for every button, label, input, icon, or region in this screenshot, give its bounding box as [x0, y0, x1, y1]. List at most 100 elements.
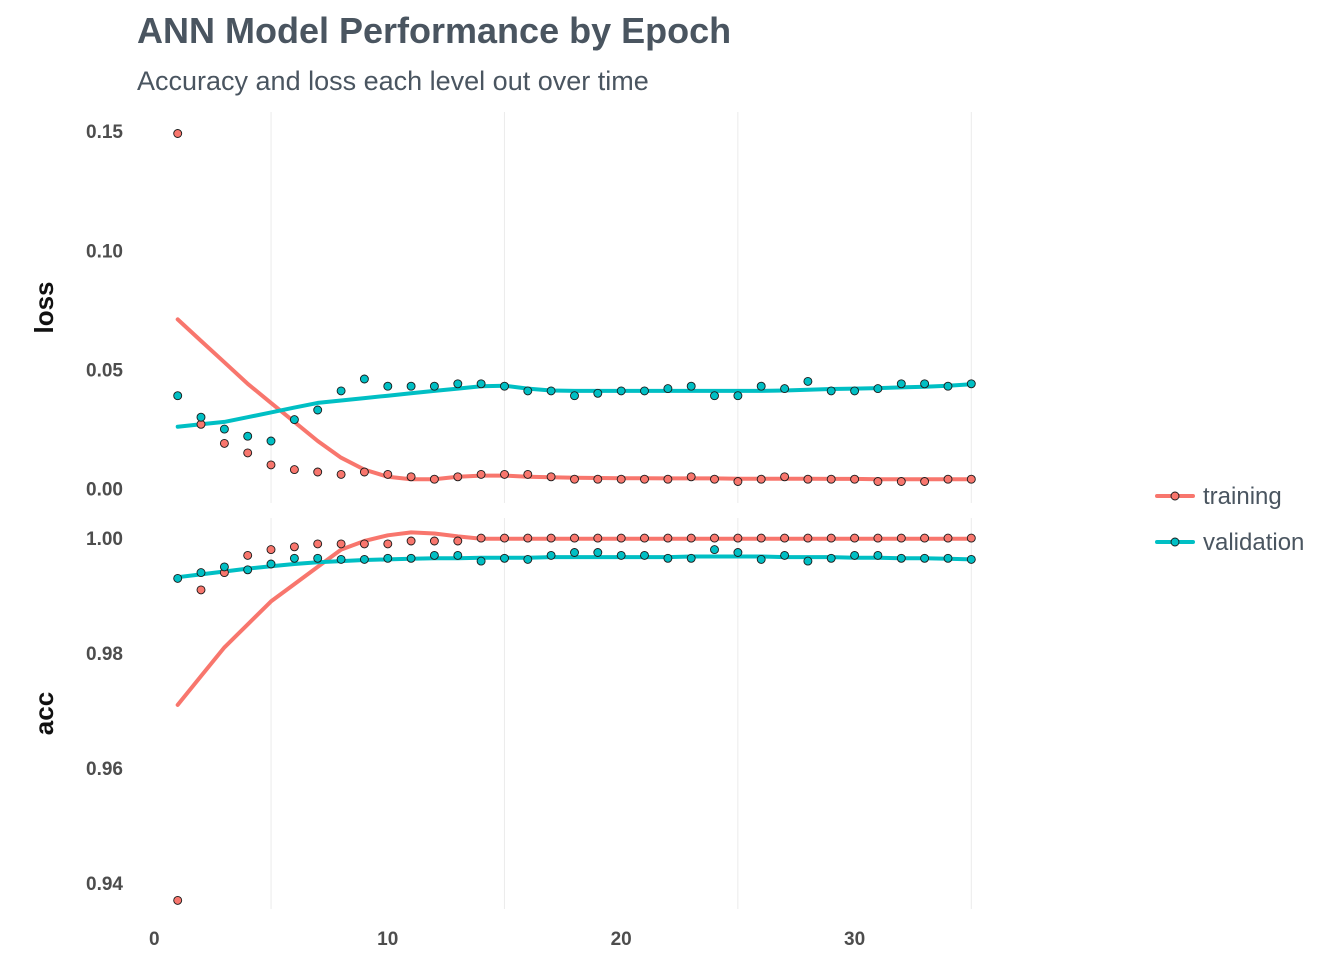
point-loss-validation: [383, 381, 393, 391]
point-loss-validation: [920, 379, 930, 389]
point-acc-validation: [873, 550, 883, 560]
point-acc-validation: [243, 565, 253, 575]
point-loss-validation: [313, 405, 323, 415]
point-loss-validation: [826, 386, 836, 396]
facet-label-loss: loss: [29, 281, 59, 333]
point-acc-validation: [546, 550, 556, 560]
point-loss-validation: [593, 388, 603, 398]
point-loss-training: [803, 474, 813, 484]
y-tick-label: 0.05: [86, 360, 123, 381]
point-loss-validation: [523, 386, 533, 396]
point-acc-training: [616, 533, 626, 543]
point-acc-validation: [943, 553, 953, 563]
point-acc-training: [920, 533, 930, 543]
point-acc-validation: [429, 550, 439, 560]
point-loss-validation: [173, 391, 183, 401]
point-loss-validation: [733, 391, 743, 401]
point-loss-training: [850, 474, 860, 484]
point-loss-training: [733, 477, 743, 486]
point-loss-training: [429, 474, 439, 484]
point-acc-validation: [266, 559, 276, 569]
point-acc-training: [896, 533, 906, 543]
point-acc-training: [173, 895, 183, 905]
point-loss-validation: [896, 379, 906, 389]
legend-key-point-training: [1170, 491, 1180, 501]
point-acc-validation: [406, 553, 416, 563]
point-acc-validation: [616, 550, 626, 560]
point-loss-validation: [850, 386, 860, 396]
point-loss-training: [920, 477, 930, 486]
point-loss-validation: [476, 379, 486, 389]
legend: training validation: [1155, 483, 1304, 556]
point-acc-training: [826, 533, 836, 543]
point-loss-training: [710, 474, 719, 484]
point-acc-validation: [570, 548, 579, 557]
point-loss-training: [873, 477, 883, 486]
x-axis-ticks: 0 10 20 30: [149, 929, 865, 950]
point-loss-validation: [219, 424, 229, 434]
point-acc-validation: [780, 550, 790, 560]
point-acc-validation: [336, 554, 346, 564]
point-acc-training: [733, 533, 743, 543]
point-acc-training: [663, 533, 673, 543]
point-acc-validation: [196, 568, 206, 578]
data-points: [173, 129, 976, 905]
x-tick-label: 10: [377, 929, 398, 950]
point-loss-training: [546, 472, 556, 482]
point-loss-validation: [359, 374, 369, 384]
point-acc-training: [803, 533, 813, 543]
point-acc-training: [966, 533, 976, 543]
legend-key-point-validation: [1170, 537, 1180, 547]
point-acc-training: [943, 533, 953, 543]
point-loss-validation: [686, 381, 696, 391]
point-loss-training: [966, 474, 976, 484]
point-acc-validation: [359, 554, 369, 564]
y-tick-label: 0.15: [86, 122, 123, 143]
point-loss-training: [476, 469, 486, 479]
y-axis-ticks: 0.00 0.05 0.10 0.15 0.94 0.96 0.98 1.00: [86, 122, 123, 895]
point-acc-validation: [289, 553, 299, 563]
point-acc-training: [429, 536, 439, 546]
point-acc-training: [383, 539, 393, 549]
point-loss-validation: [756, 381, 766, 391]
point-acc-validation: [640, 550, 649, 560]
point-acc-training: [780, 533, 790, 543]
point-acc-training: [359, 539, 369, 549]
facet-labels: loss acc: [29, 281, 59, 735]
point-loss-training: [756, 474, 766, 484]
point-loss-validation: [546, 386, 556, 396]
smooth-line-loss-validation: [175, 382, 974, 429]
point-loss-validation: [616, 386, 626, 396]
point-loss-training: [313, 467, 323, 477]
point-loss-validation: [663, 384, 673, 394]
point-loss-training: [173, 129, 183, 138]
point-loss-training: [266, 460, 276, 470]
point-loss-validation: [710, 391, 719, 401]
point-acc-training: [500, 533, 509, 543]
x-tick-label: 20: [611, 929, 632, 950]
point-loss-training: [336, 469, 346, 479]
point-acc-validation: [850, 550, 860, 560]
point-loss-validation: [429, 381, 439, 391]
point-loss-validation: [803, 376, 813, 386]
point-loss-validation: [453, 379, 463, 389]
point-loss-training: [453, 472, 463, 482]
point-acc-validation: [500, 553, 509, 563]
point-acc-validation: [896, 553, 906, 563]
y-tick-label: 0.00: [86, 480, 123, 501]
point-loss-validation: [289, 415, 299, 425]
point-acc-training: [453, 536, 463, 546]
y-tick-label: 0.94: [86, 874, 123, 895]
point-loss-validation: [570, 391, 579, 401]
point-loss-validation: [943, 381, 953, 391]
point-loss-training: [243, 448, 253, 458]
point-loss-training: [523, 469, 533, 479]
point-acc-validation: [803, 556, 813, 566]
point-acc-training: [546, 533, 556, 543]
point-acc-training: [686, 533, 696, 543]
point-acc-training: [710, 533, 719, 543]
point-loss-training: [943, 474, 953, 484]
point-loss-training: [500, 469, 509, 479]
point-acc-training: [640, 533, 649, 543]
